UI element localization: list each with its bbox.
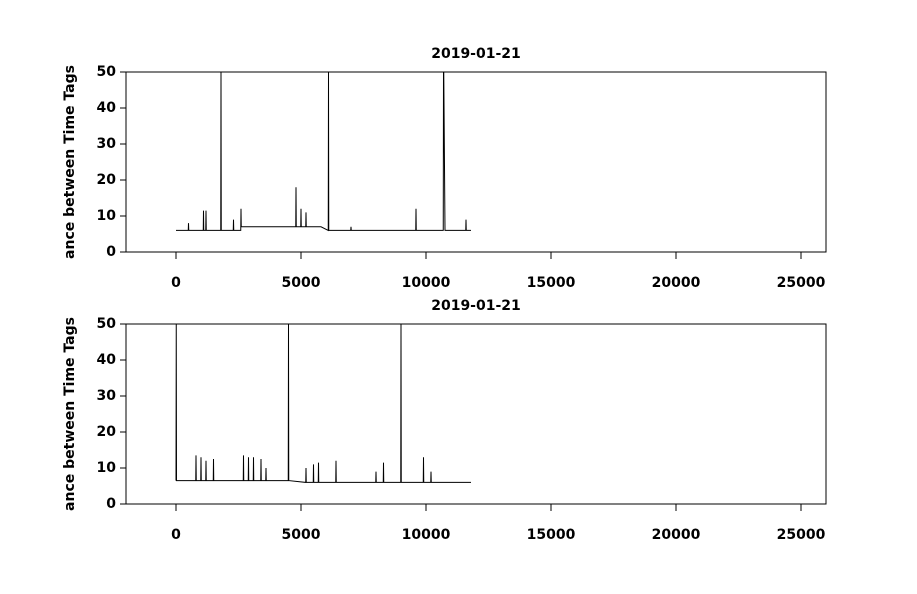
data-line [176,71,471,232]
x-tick-label: 10000 [402,527,451,543]
y-axis-label: ance between Time Tags [62,317,78,511]
y-tick-label: 50 [97,64,117,80]
y-tick-label: 40 [97,100,117,116]
y-tick-label: 0 [106,496,116,512]
data-line [175,323,471,483]
x-tick-label: 15000 [527,527,576,543]
x-tick-label: 25000 [777,275,826,291]
x-tick-label: 20000 [652,527,701,543]
x-tick-label: 10000 [402,275,451,291]
x-tick-label: 15000 [527,275,576,291]
y-tick-label: 30 [97,388,117,404]
x-tick-label: 5000 [282,527,321,543]
y-tick-label: 40 [97,352,117,368]
x-tick-label: 5000 [282,275,321,291]
y-tick-label: 20 [97,172,117,188]
x-tick-label: 20000 [652,275,701,291]
chart-title: 2019-01-21 [431,46,521,62]
y-axis-label: ance between Time Tags [62,65,78,259]
y-tick-label: 10 [97,460,117,476]
plot-frame [125,323,827,505]
y-tick-label: 30 [97,136,117,152]
plot-frame [125,71,827,253]
chart-title: 2019-01-21 [431,298,521,314]
x-tick-label: 0 [171,527,181,543]
y-tick-label: 50 [97,316,117,332]
y-tick-label: 10 [97,208,117,224]
x-tick-label: 0 [171,275,181,291]
y-tick-label: 20 [97,424,117,440]
y-tick-label: 0 [106,244,116,260]
x-tick-label: 25000 [777,527,826,543]
